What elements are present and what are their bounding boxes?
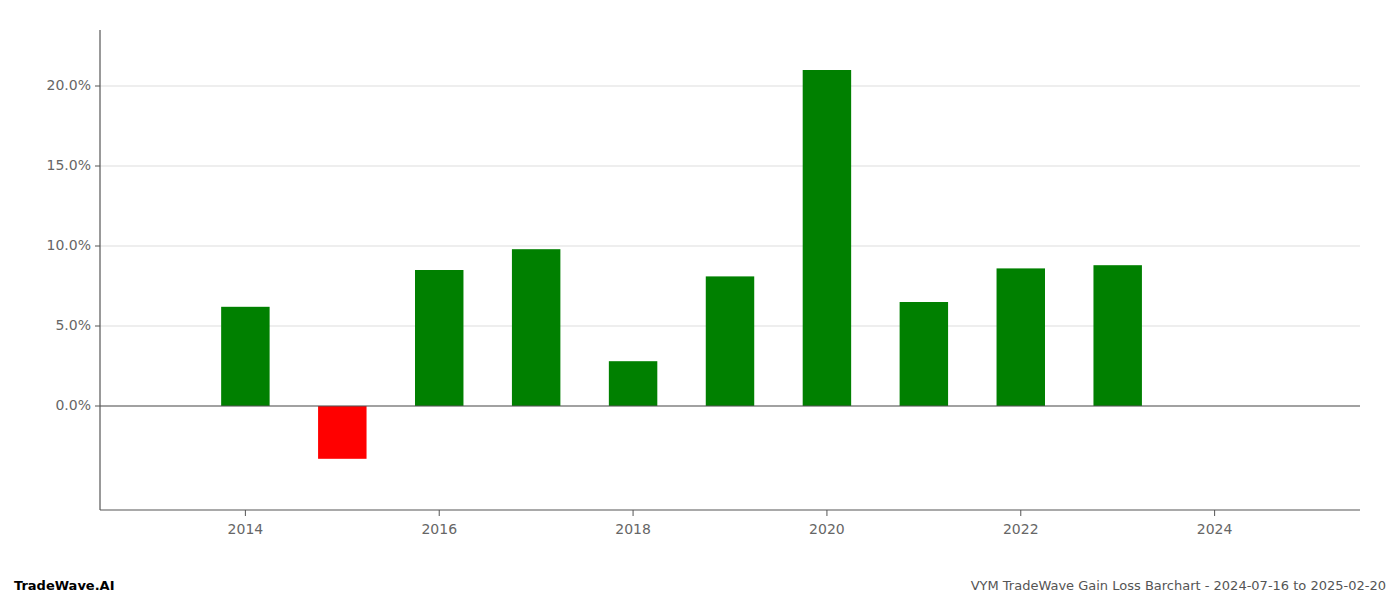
y-tick-label: 5.0% — [55, 317, 91, 333]
footer-right: VYM TradeWave Gain Loss Barchart - 2024-… — [971, 578, 1386, 593]
x-tick-label: 2018 — [615, 521, 651, 537]
grid-line — [100, 406, 1360, 407]
x-tick — [245, 510, 246, 516]
bar — [900, 302, 948, 406]
grid-line — [100, 166, 1360, 167]
x-tick — [439, 510, 440, 516]
bar — [1093, 265, 1141, 406]
bars — [221, 70, 1142, 459]
y-tick-label: 20.0% — [47, 77, 91, 93]
zero-line — [100, 406, 1360, 407]
y-tick — [95, 166, 100, 167]
grid — [100, 86, 1360, 406]
x-tick — [1214, 510, 1215, 516]
grid-line — [100, 86, 1360, 87]
y-axis — [99, 30, 100, 510]
x-tick — [826, 510, 827, 516]
y-tick — [95, 86, 100, 87]
x-tick-label: 2014 — [228, 521, 264, 537]
chart: 0.0% 5.0% 10.0% 15.0% 20.0% 2014 2016 2018 2020 2… — [0, 0, 1400, 600]
bar — [997, 268, 1045, 406]
bar — [803, 70, 851, 406]
x-tick — [1020, 510, 1021, 516]
x-tick-label: 2020 — [809, 521, 845, 537]
bar — [512, 249, 560, 406]
x-tick-label: 2024 — [1197, 521, 1233, 537]
y-tick — [95, 326, 100, 327]
bar — [609, 361, 657, 406]
y-tick-label: 10.0% — [47, 237, 91, 253]
bar — [706, 276, 754, 406]
y-tick — [95, 406, 100, 407]
bar — [415, 270, 463, 406]
y-tick-label: 0.0% — [55, 397, 91, 413]
x-tick — [633, 510, 634, 516]
y-tick-label: 15.0% — [47, 157, 91, 173]
x-axis — [100, 509, 1360, 510]
grid-line — [100, 246, 1360, 247]
x-tick-label: 2016 — [421, 521, 457, 537]
bar — [318, 406, 366, 459]
y-tick — [95, 246, 100, 247]
x-tick-label: 2022 — [1003, 521, 1039, 537]
footer-left: TradeWave.AI — [14, 578, 115, 593]
bar — [221, 307, 269, 406]
